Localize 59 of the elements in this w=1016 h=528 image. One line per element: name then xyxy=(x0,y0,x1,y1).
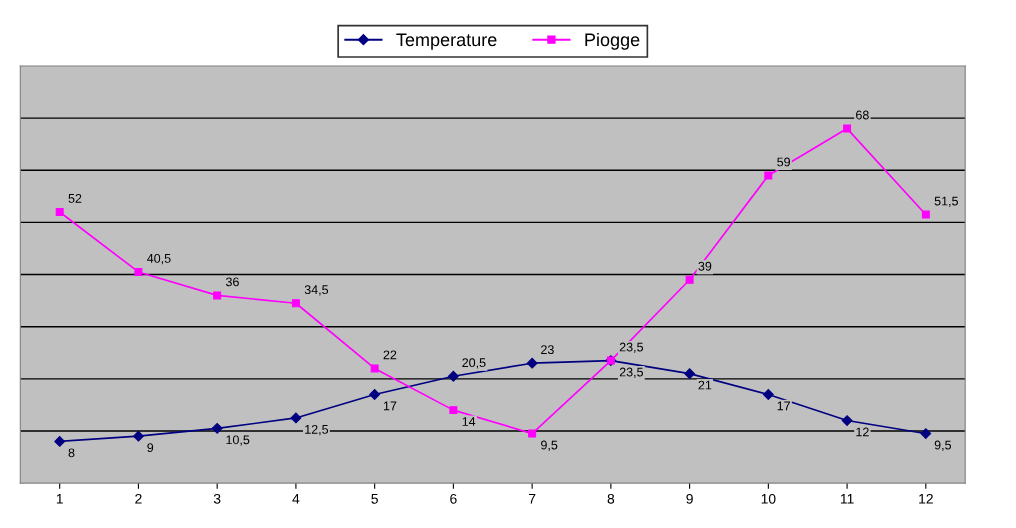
data-label: 59 xyxy=(777,157,790,167)
point xyxy=(843,124,852,133)
data-label: 34,5 xyxy=(304,285,329,296)
data-label: 9,5 xyxy=(541,440,558,451)
point xyxy=(55,208,64,216)
x-tick-label: 8 xyxy=(607,493,615,504)
data-label: 68 xyxy=(856,110,869,120)
point xyxy=(133,430,144,442)
data-label: 39 xyxy=(698,261,712,271)
data-label: 23 xyxy=(541,345,554,355)
x-tick-label: 2 xyxy=(135,493,142,504)
data-label: 9 xyxy=(147,443,154,453)
x-tick-label: 3 xyxy=(213,493,221,504)
data-label: 23,5 xyxy=(619,367,644,378)
data-label: 17 xyxy=(777,401,790,411)
x-tick-label: 6 xyxy=(450,493,457,504)
data-label: 9,5 xyxy=(934,440,952,451)
x-tick-label: 9 xyxy=(686,493,693,504)
point xyxy=(54,435,66,447)
point xyxy=(211,422,223,434)
point xyxy=(528,429,537,438)
point xyxy=(921,210,930,219)
legend-label: Piogge xyxy=(585,32,640,50)
data-label: 10,5 xyxy=(226,435,250,446)
x-tick-label: 4 xyxy=(292,494,300,504)
point xyxy=(841,415,853,426)
legend-label: Temperature xyxy=(396,33,497,50)
data-label: 52 xyxy=(68,194,82,203)
data-label: 20,5 xyxy=(462,358,486,369)
x-tick-label: 7 xyxy=(528,494,536,504)
data-label: 17 xyxy=(383,401,397,411)
x-tick-label: 10 xyxy=(761,493,776,504)
point xyxy=(762,389,774,400)
data-label: 14 xyxy=(462,417,476,426)
x-tick-label: 1 xyxy=(56,494,63,504)
point xyxy=(526,357,538,369)
point xyxy=(449,406,458,415)
x-tick-label: 5 xyxy=(371,494,378,504)
data-label: 21 xyxy=(698,380,712,390)
data-label: 40,5 xyxy=(147,253,171,265)
data-label: 23,5 xyxy=(619,342,644,353)
point xyxy=(134,267,143,276)
data-label: 51,5 xyxy=(934,196,958,207)
x-tick-label: 11 xyxy=(840,494,854,504)
data-label: 36 xyxy=(225,277,239,287)
data-label: 8 xyxy=(68,448,75,458)
data-label: 12 xyxy=(856,427,869,437)
point xyxy=(291,299,300,308)
point xyxy=(685,275,694,284)
point xyxy=(447,370,459,382)
point xyxy=(684,368,696,380)
data-label: 12,5 xyxy=(305,424,329,436)
point xyxy=(370,364,379,373)
point xyxy=(920,428,932,440)
x-tick-label: 12 xyxy=(919,493,933,504)
data-label: 22 xyxy=(383,350,397,360)
point xyxy=(213,291,222,300)
point xyxy=(290,412,302,424)
point xyxy=(369,389,381,400)
